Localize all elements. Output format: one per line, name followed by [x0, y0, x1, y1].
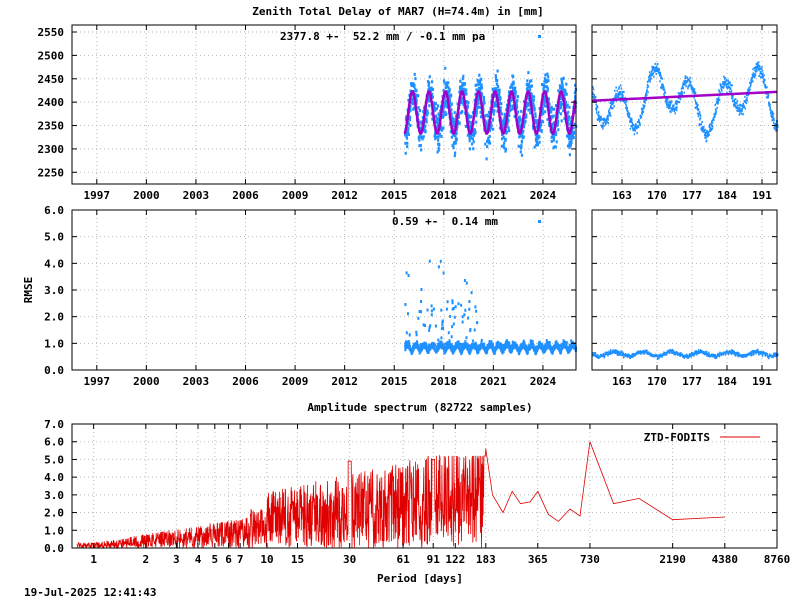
x-tick-label: 183	[476, 553, 496, 566]
x-tick-label: 4380	[712, 553, 739, 566]
spectrum-legend-label: ZTD-FODITS	[644, 431, 710, 444]
y-tick-label: 1.0	[44, 337, 64, 350]
x-tick-label: 30	[343, 553, 356, 566]
rmse-stat-annotation: 0.59 +- 0.14 mm	[392, 215, 498, 228]
x-tick-label: 2006	[232, 375, 259, 388]
main-title: Zenith Total Delay of MAR7 (H=74.4m) in …	[252, 5, 543, 18]
ztd-model-curve	[403, 90, 577, 136]
y-tick-label: 1.0	[44, 524, 64, 537]
x-tick-label: 15	[291, 553, 304, 566]
rmse-recent-points	[592, 348, 779, 360]
y-tick-label: 2.0	[44, 311, 64, 324]
x-tick-label: 365	[528, 553, 548, 566]
spectrum-series	[76, 441, 725, 550]
x-tick-label: 2000	[133, 189, 160, 202]
x-tick-label: 163	[612, 375, 632, 388]
x-tick-label: 8760	[764, 553, 791, 566]
y-tick-label: 2250	[38, 166, 65, 179]
ztd-recent-panel: 163 170 177 184 191	[591, 24, 779, 202]
x-tick-label: 170	[647, 189, 667, 202]
x-tick-label: 2024	[530, 375, 557, 388]
ztd-recent-model	[591, 90, 778, 103]
x-tick-label: 3	[173, 553, 180, 566]
y-tick-label: 3.0	[44, 284, 64, 297]
y-tick-label: 0.0	[44, 542, 64, 555]
spectrum-line	[76, 441, 725, 550]
x-tick-label: 5	[211, 553, 218, 566]
x-tick-label: 2003	[183, 189, 210, 202]
y-tick-label: 2400	[38, 96, 65, 109]
y-tick-label: 4.0	[44, 257, 64, 270]
rmse-recent-series	[592, 348, 779, 360]
y-tick-label: 2300	[38, 143, 65, 156]
spectrum-xlabel: Period [days]	[377, 572, 463, 585]
ztd-long-series	[403, 66, 578, 161]
ztd-points	[404, 66, 578, 161]
spectrum-title: Amplitude spectrum (82722 samples)	[307, 401, 532, 414]
x-tick-label: 730	[580, 553, 600, 566]
spectrum-panel: 1 2 3 4 5 6 7 10 15 30 61 91 122 183 365 730 2190 4380 876…	[44, 418, 790, 566]
ztd-legend-marker	[538, 35, 541, 38]
x-tick-label: 4	[195, 553, 202, 566]
ztd-stat-annotation: 2377.8 +- 52.2 mm / -0.1 mm pa	[280, 30, 485, 43]
x-tick-label: 2021	[480, 375, 507, 388]
x-tick-label: 191	[752, 189, 772, 202]
x-tick-label: 61	[396, 553, 410, 566]
x-tick-label: 170	[647, 375, 667, 388]
rmse-points	[404, 259, 577, 356]
rmse-ylabel: RMSE	[22, 277, 35, 304]
y-tick-label: 2.0	[44, 507, 64, 520]
x-tick-label: 2021	[480, 189, 507, 202]
x-tick-label: 2012	[331, 375, 358, 388]
rmse-long-panel: 1997 2000 2003 2006 2009 2012 2015 2018 2021 2024…	[22, 204, 577, 388]
y-tick-label: 3.0	[44, 489, 64, 502]
x-tick-label: 2015	[381, 189, 408, 202]
y-tick-label: 4.0	[44, 471, 64, 484]
rmse-long-series	[404, 259, 577, 356]
ztd-recent-points	[592, 61, 779, 143]
y-tick-label: 5.0	[44, 231, 64, 244]
x-tick-label: 2009	[282, 375, 309, 388]
timestamp: 19-Jul-2025 12:41:43	[24, 586, 156, 599]
rmse-recent-panel: 163 170 177 184 191	[591, 209, 779, 388]
y-tick-label: 6.0	[44, 204, 64, 217]
x-tick-label: 184	[717, 189, 737, 202]
x-tick-label: 177	[682, 189, 702, 202]
y-tick-label: 2350	[38, 120, 65, 133]
x-tick-label: 2009	[282, 189, 309, 202]
x-tick-label: 191	[752, 375, 772, 388]
x-tick-label: 1	[90, 553, 97, 566]
x-tick-label: 2012	[331, 189, 358, 202]
y-tick-label: 7.0	[44, 418, 64, 431]
x-tick-label: 2015	[381, 375, 408, 388]
x-tick-label: 2	[143, 553, 150, 566]
ztd-recent-series	[591, 61, 779, 143]
x-tick-label: 2190	[659, 553, 686, 566]
x-tick-label: 122	[445, 553, 465, 566]
x-tick-label: 10	[260, 553, 273, 566]
x-tick-label: 177	[682, 375, 702, 388]
rmse-legend-marker	[538, 220, 541, 223]
x-tick-label: 1997	[84, 189, 111, 202]
y-tick-label: 6.0	[44, 436, 64, 449]
x-tick-label: 7	[237, 553, 244, 566]
x-tick-label: 2024	[530, 189, 557, 202]
y-tick-label: 2550	[38, 26, 65, 39]
x-tick-label: 1997	[84, 375, 111, 388]
x-tick-label: 163	[612, 189, 632, 202]
x-tick-label: 2018	[431, 375, 458, 388]
x-tick-label: 2006	[232, 189, 259, 202]
y-tick-label: 2450	[38, 73, 65, 86]
y-tick-label: 0.0	[44, 364, 64, 377]
x-tick-label: 2018	[431, 189, 458, 202]
x-tick-label: 2000	[133, 375, 160, 388]
y-tick-label: 5.0	[44, 453, 64, 466]
x-tick-label: 2003	[183, 375, 210, 388]
x-tick-label: 184	[717, 375, 737, 388]
y-tick-label: 2500	[38, 49, 65, 62]
ztd-long-panel: 1997 2000 2003 2006 2009 2012 2015 2018 2021 2024…	[38, 24, 578, 202]
x-tick-label: 6	[225, 553, 232, 566]
x-tick-label: 91	[427, 553, 441, 566]
